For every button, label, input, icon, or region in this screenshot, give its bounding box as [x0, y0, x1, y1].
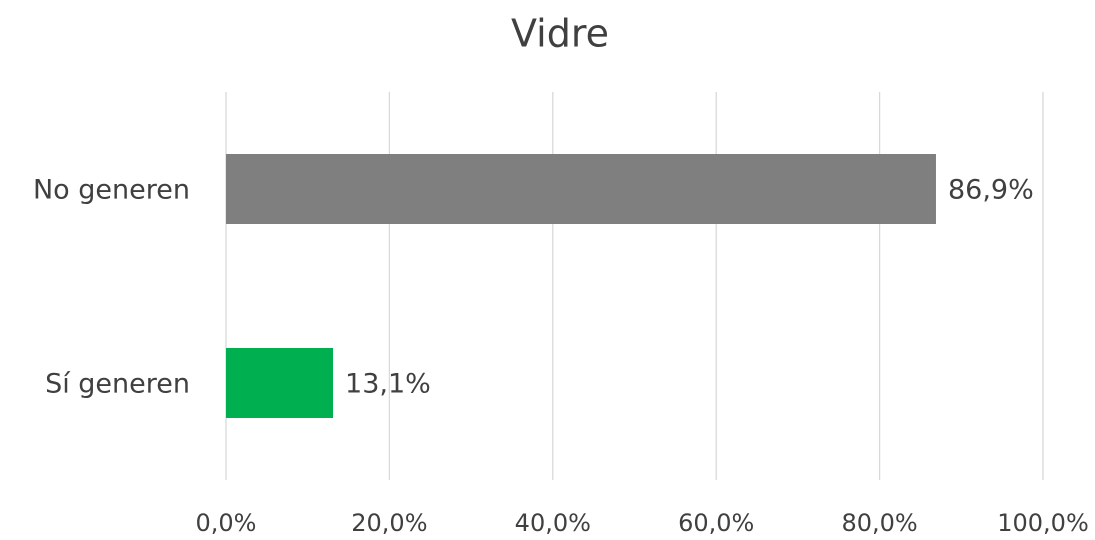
y-tick-label: No generen — [33, 175, 190, 206]
x-tick-label: 40,0% — [515, 509, 591, 537]
bar — [226, 348, 334, 418]
x-tick-label: 20,0% — [351, 509, 427, 537]
data-label: 86,9% — [948, 175, 1034, 206]
chart-title: Vidre — [511, 12, 609, 56]
bar — [226, 154, 936, 224]
y-tick-label: Sí generen — [45, 369, 190, 400]
x-tick-label: 80,0% — [841, 509, 917, 537]
x-tick-label: 60,0% — [678, 509, 754, 537]
x-tick-label: 0,0% — [196, 509, 257, 537]
x-tick-label: 100,0% — [997, 509, 1089, 537]
data-label: 13,1% — [345, 369, 431, 400]
